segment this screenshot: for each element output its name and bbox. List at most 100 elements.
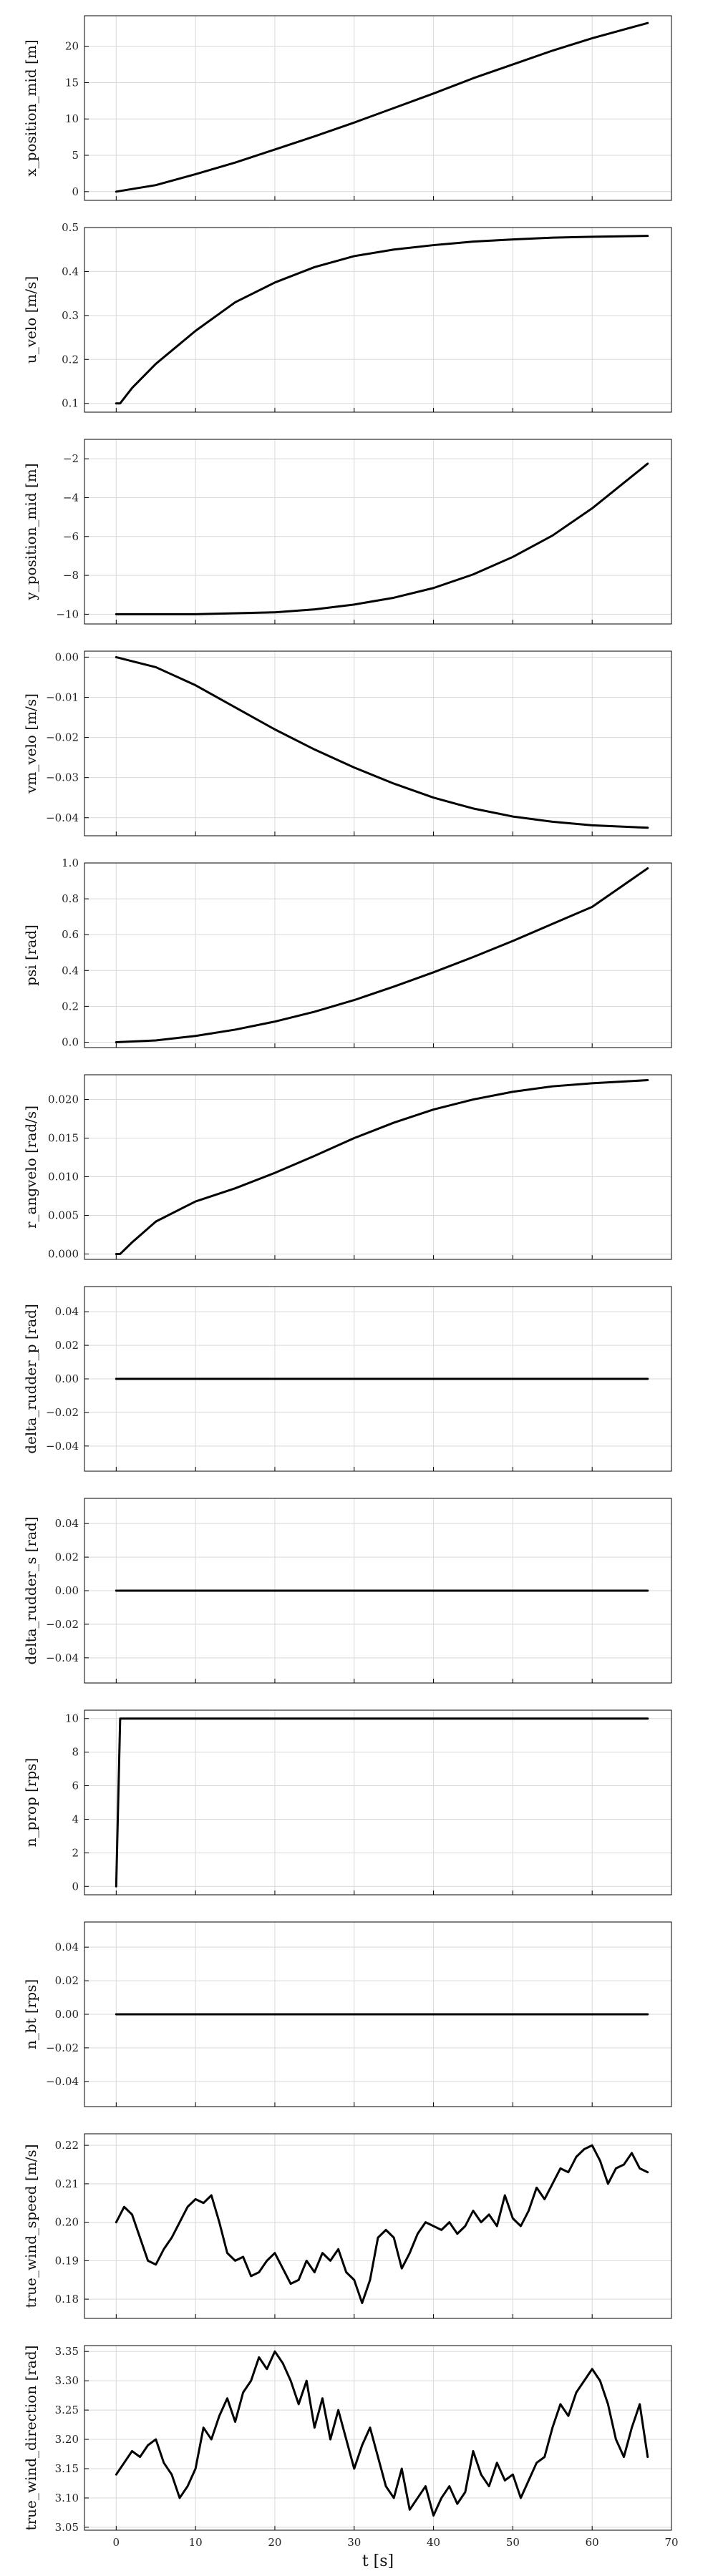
x-tick-label: 70: [664, 2536, 678, 2549]
y-tick-label: 0.0: [62, 1035, 79, 1048]
y-tick-label: 0.000: [48, 1247, 79, 1260]
y-tick-label: −0.02: [46, 1406, 79, 1419]
y-tick-label: 3.10: [55, 2492, 79, 2504]
y-tick-label: 0.5: [62, 221, 79, 234]
y-tick-label: 0.20: [55, 2216, 79, 2229]
series-line: [115, 235, 649, 405]
y-tick-label: 15: [65, 76, 79, 89]
y-tick-label: 0.18: [55, 2293, 79, 2306]
y-tick-label: 0.010: [48, 1170, 79, 1183]
y-axis-label: psi [rad]: [22, 924, 39, 986]
y-tick-label: 2: [72, 1846, 79, 1859]
series-line: [115, 867, 649, 1043]
series-line: [115, 655, 649, 829]
y-tick-label: 4: [72, 1813, 79, 1825]
subplot-7: 0.04 0.02 0.00 −0.02 −0.04 delta_rudder_p [ra…: [22, 1286, 672, 1472]
plot-frame: [84, 2345, 672, 2531]
y-axis-label: y_position_mid [m]: [22, 463, 39, 600]
subplot-3: −10 −8 −6 −4 −2 y_position_mid [m]: [22, 439, 672, 625]
subplot-1: 0 5 10 15 20 x_position_mid [m]: [22, 15, 672, 201]
y-tick-label: 0.04: [55, 1941, 79, 1953]
subplot-11: 0.18 0.19 0.20 0.21 0.22 true_wind_speed [m/s…: [22, 2133, 672, 2319]
y-axis-label: n_prop [rps]: [22, 1758, 39, 1848]
series-line: [115, 1079, 649, 1255]
y-tick-label: −0.02: [46, 2041, 79, 2054]
series-line: [115, 2350, 649, 2517]
plot-frame: [84, 862, 672, 1048]
y-axis-label: true_wind_speed [m/s]: [22, 2145, 39, 2308]
y-tick-label: −0.03: [46, 771, 79, 784]
y-axis-label: vm_velo [m/s]: [22, 693, 39, 794]
y-tick-label: 0.19: [55, 2254, 79, 2267]
y-tick-label: 0: [72, 185, 79, 198]
y-tick-label: −6: [63, 530, 79, 543]
y-tick-label: −0.04: [46, 1440, 79, 1453]
y-axis-label: true_wind_direction [rad]: [22, 2346, 39, 2531]
y-tick-label: −10: [56, 608, 79, 620]
subplot-5: 0.0 0.2 0.4 0.6 0.8 1.0 psi [rad]: [22, 857, 672, 1048]
y-tick-label: 0: [72, 1880, 79, 1893]
y-tick-label: 3.35: [55, 2345, 79, 2358]
y-tick-label: 3.05: [55, 2521, 79, 2534]
plot-frame: [84, 227, 672, 413]
y-tick-label: −2: [63, 452, 79, 465]
plot-frame: [84, 1709, 672, 1896]
y-tick-label: 20: [65, 40, 79, 53]
y-tick-label: 0.00: [55, 1372, 79, 1385]
x-tick-label: 40: [427, 2536, 440, 2549]
y-tick-label: −8: [63, 569, 79, 582]
plot-frame: [84, 1074, 672, 1260]
y-tick-label: 0.015: [48, 1132, 79, 1145]
subplot-6: 0.000 0.005 0.010 0.015 0.020 r_angvelo [rad/…: [22, 1074, 672, 1260]
x-tick-label: 30: [347, 2536, 361, 2549]
x-axis-label: t [s]: [362, 2552, 394, 2570]
y-tick-label: 0.3: [62, 309, 79, 322]
y-tick-label: 0.2: [62, 353, 79, 366]
y-axis-label: x_position_mid [m]: [22, 39, 39, 176]
series-line: [115, 462, 649, 615]
y-axis-label: u_velo [m/s]: [22, 276, 39, 364]
y-tick-label: 0.4: [62, 964, 79, 977]
series-line: [115, 2144, 649, 2304]
plot-frame: [84, 2133, 672, 2319]
y-tick-label: 10: [65, 112, 79, 125]
y-tick-label: 0.8: [62, 892, 79, 905]
y-tick-label: 0.02: [55, 1551, 79, 1563]
subplot-2: 0.1 0.2 0.3 0.4 0.5 u_velo [m/s]: [22, 221, 672, 413]
y-tick-label: 0.020: [48, 1093, 79, 1106]
plot-frame: [84, 650, 672, 836]
y-tick-label: −0.01: [46, 691, 79, 704]
y-axis-label: n_bt [rps]: [22, 1979, 39, 2049]
y-tick-label: 3.15: [55, 2462, 79, 2475]
series-line: [115, 21, 649, 193]
y-tick-label: 0.2: [62, 1000, 79, 1013]
series-line: [115, 1717, 649, 1888]
subplot-10: 0.04 0.02 0.00 −0.02 −0.04 n_bt [rps]: [22, 1921, 672, 2107]
subplot-8: 0.04 0.02 0.00 −0.02 −0.04 delta_rudder_s [ra…: [22, 1498, 672, 1684]
subplot-4: 0.00 −0.01 −0.02 −0.03 −0.04 vm_velo [m/s]: [22, 650, 672, 836]
y-tick-label: −0.04: [46, 1652, 79, 1664]
y-axis-label: delta_rudder_s [rad]: [22, 1517, 39, 1665]
x-tick-label: 10: [189, 2536, 203, 2549]
y-tick-label: 0.22: [55, 2139, 79, 2152]
y-tick-label: 5: [72, 149, 79, 162]
y-tick-label: 0.4: [62, 265, 79, 278]
y-tick-label: 6: [72, 1780, 79, 1792]
y-tick-label: 0.005: [48, 1209, 79, 1221]
y-tick-label: 0.21: [55, 2177, 79, 2190]
y-tick-label: 0.04: [55, 1517, 79, 1530]
y-tick-label: −0.02: [46, 731, 79, 744]
y-tick-label: 3.20: [55, 2433, 79, 2446]
subplot-9: 0 2 4 6 8 10 n_prop [rps]: [22, 1709, 672, 1896]
y-tick-label: −4: [63, 491, 79, 504]
y-tick-label: 0.00: [55, 1584, 79, 1597]
y-tick-label: 3.30: [55, 2374, 79, 2387]
plot-frame: [84, 15, 672, 201]
shared-x-axis: 0 10 20 30 40 50 60 70: [113, 2536, 679, 2549]
y-tick-label: 0.00: [55, 650, 79, 663]
y-tick-label: −0.04: [46, 2075, 79, 2088]
y-axis-label: delta_rudder_p [rad]: [22, 1304, 39, 1454]
y-tick-label: 0.1: [62, 397, 79, 410]
